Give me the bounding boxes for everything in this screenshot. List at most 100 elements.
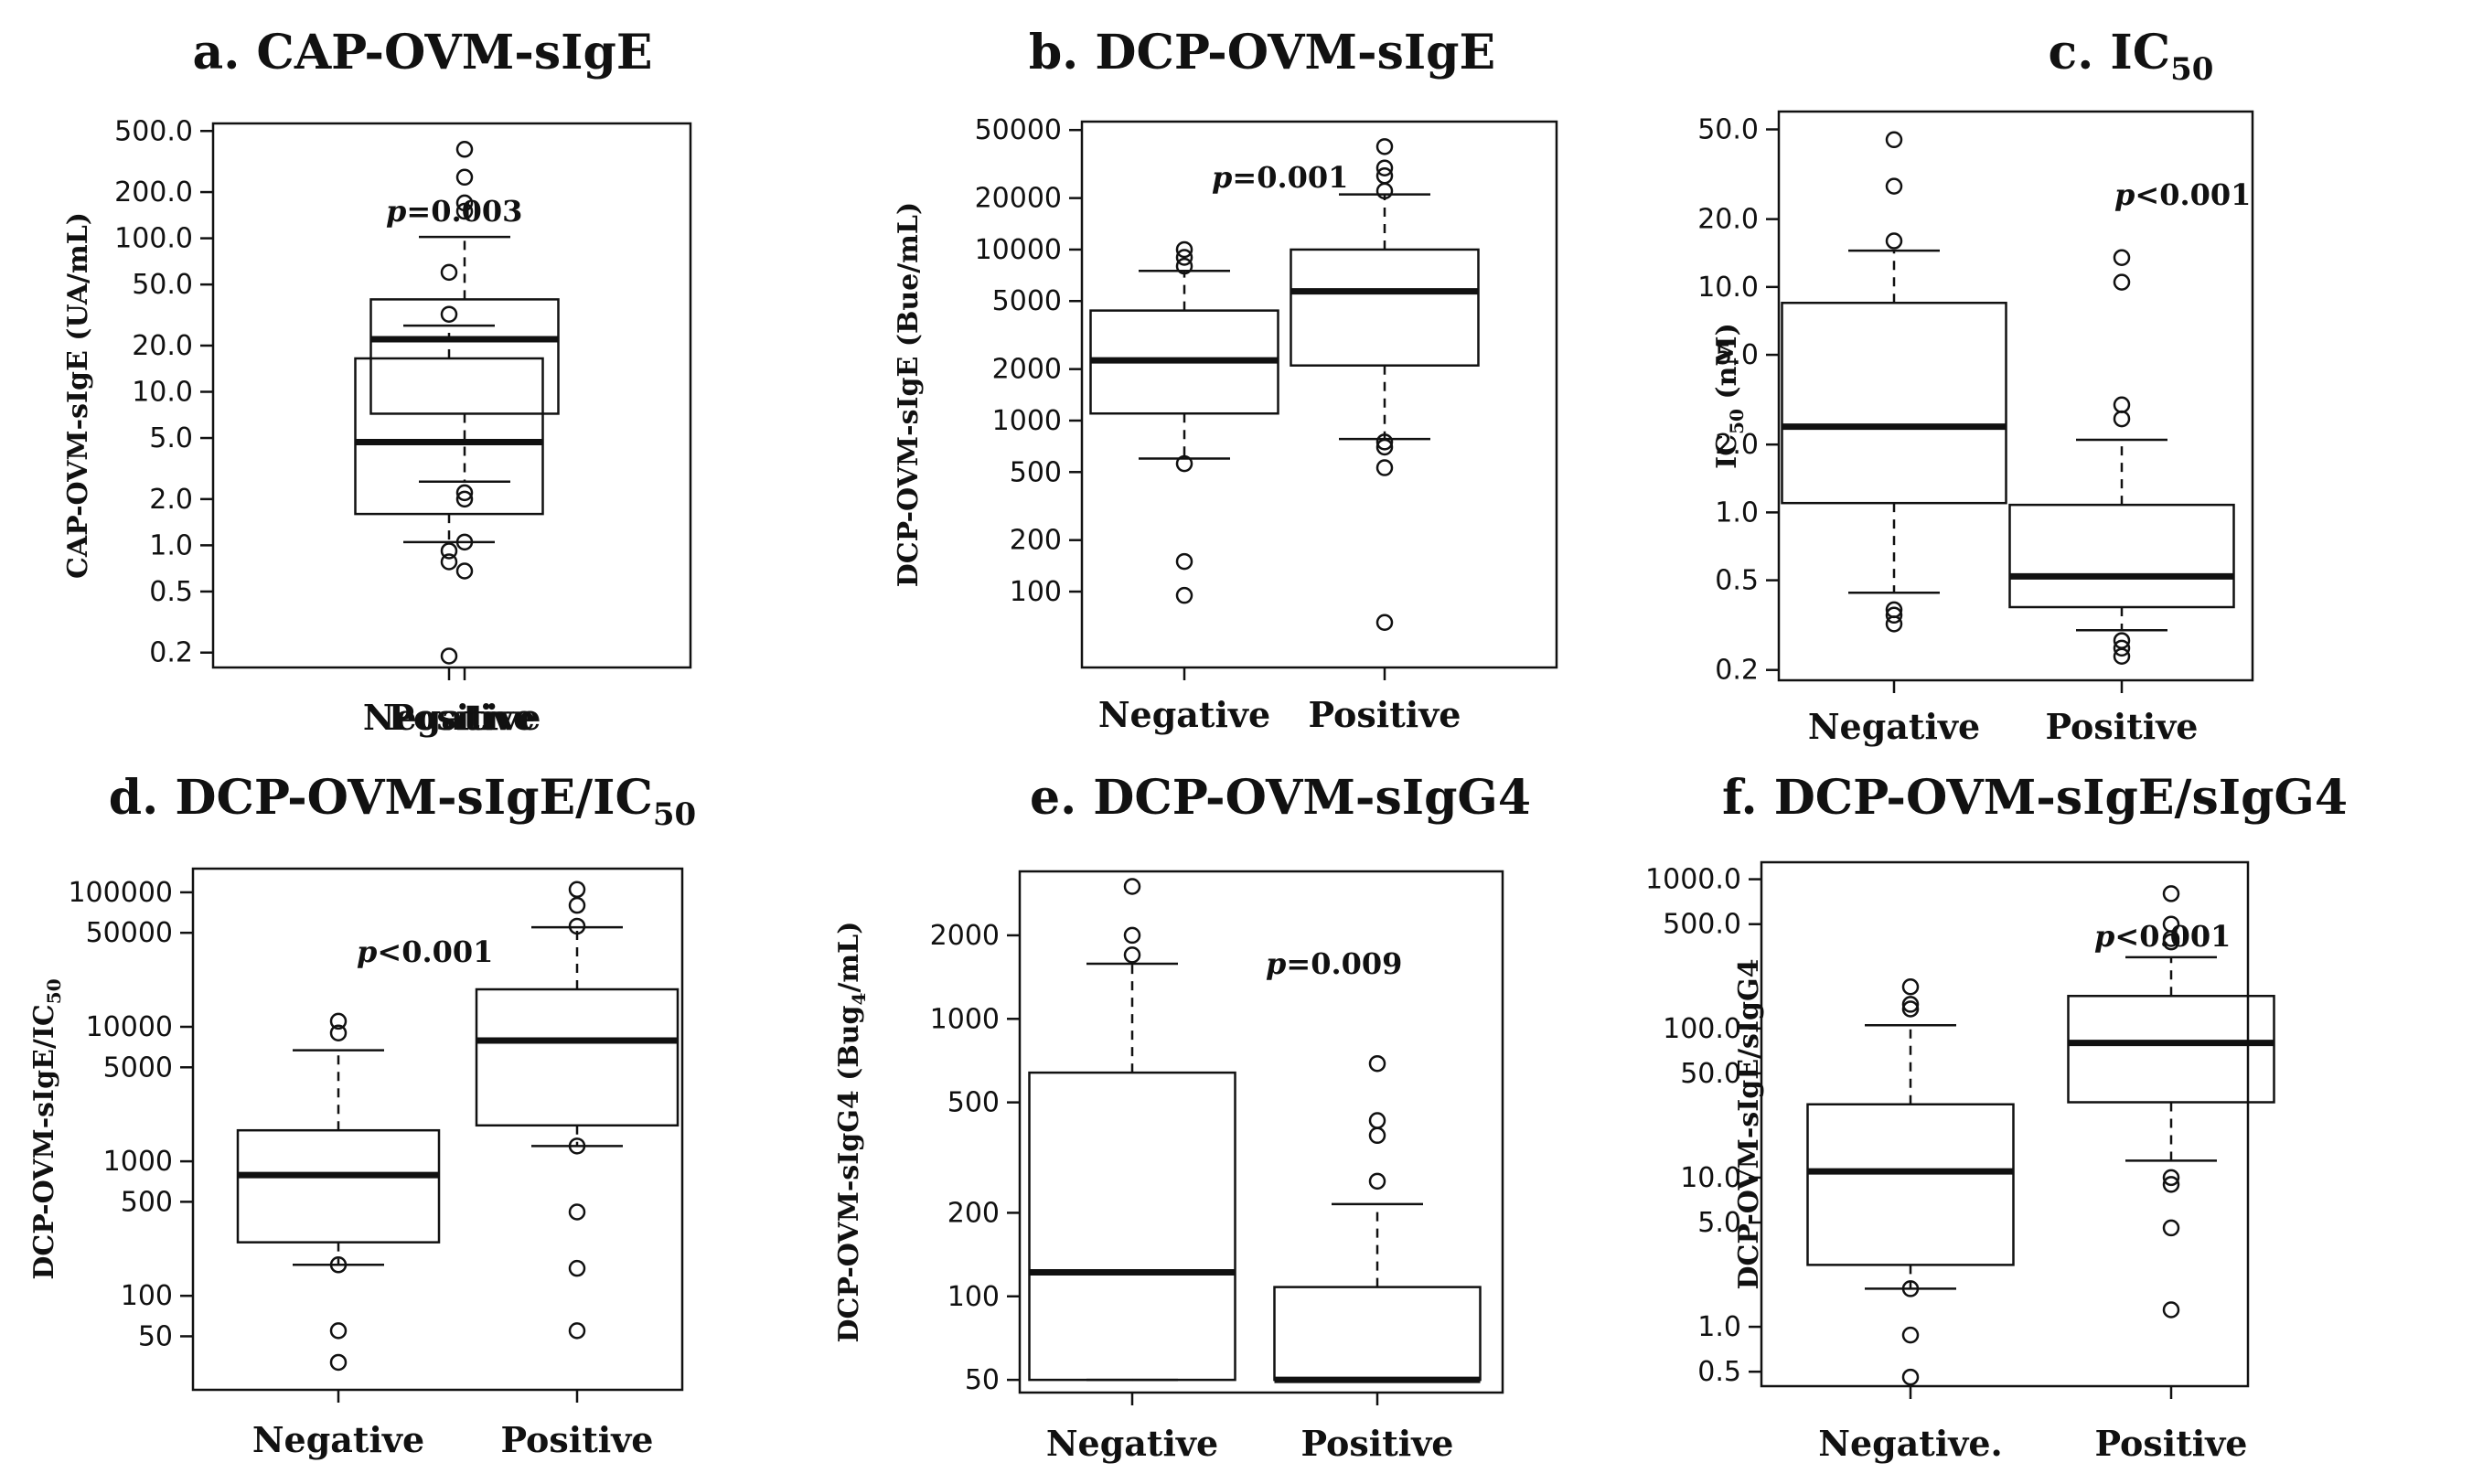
- outlier-point: [1901, 1000, 1920, 1018]
- outlier-point: [455, 202, 474, 220]
- outlier-point: [455, 490, 474, 508]
- y-tick-label: 1000: [992, 405, 1062, 437]
- box-positive: [1290, 138, 1480, 632]
- y-tick-label: 1.0: [1697, 1311, 1741, 1343]
- panel-title: e. DCP-OVM-sIgG4: [1030, 770, 1531, 826]
- y-tick-label: 100.0: [114, 223, 193, 255]
- p-value-annotation: p=0.001: [1212, 160, 1348, 195]
- outlier-point: [1123, 878, 1141, 895]
- outlier-point: [1375, 159, 1394, 176]
- outlier-point: [329, 1024, 348, 1041]
- outlier-point: [568, 917, 586, 935]
- plot-frame: [1777, 110, 2254, 682]
- outlier-point: [1368, 1126, 1386, 1145]
- outlier-point: [1375, 459, 1394, 476]
- y-axis-label: CAP-OVM-sIgE (UA/mL): [62, 212, 94, 579]
- outlier-point: [2162, 915, 2180, 933]
- box-positive: [475, 881, 680, 1340]
- outlier-point: [568, 881, 586, 899]
- panel-f: f. DCP-OVM-sIgE/sIgG4 DCP-OVM-sIgE/sIgG4 0…: [1645, 770, 2348, 1464]
- y-tick-label: 500: [947, 1087, 1000, 1119]
- box-negative: [1089, 240, 1279, 604]
- y-tick-label: 0.5: [1697, 1356, 1741, 1388]
- iqr-box: [236, 1128, 441, 1244]
- outlier-point: [1175, 257, 1193, 275]
- outlier-point: [1885, 615, 1903, 633]
- box-positive: [369, 141, 560, 580]
- x-tick-label: Negative: [1046, 1423, 1218, 1464]
- outlier-point: [568, 1322, 586, 1340]
- outlier-point: [440, 542, 458, 560]
- box-negative: [354, 263, 544, 665]
- outlier-point: [455, 562, 474, 580]
- iqr-box: [354, 357, 544, 516]
- outlier-point: [1885, 131, 1903, 149]
- y-tick-label: 500: [121, 1186, 173, 1218]
- plot-frame: [1080, 120, 1558, 669]
- outlier-point: [568, 1203, 586, 1221]
- x-tick-label: Positive: [389, 697, 541, 738]
- iqr-box: [1290, 248, 1480, 367]
- x-tick-label: Positive: [2095, 1423, 2248, 1464]
- outlier-point: [2113, 396, 2131, 414]
- outlier-point: [455, 141, 474, 158]
- outlier-point: [1901, 978, 1920, 996]
- outlier-point: [440, 553, 458, 571]
- outlier-point: [1175, 552, 1193, 571]
- y-tick-label: 1000: [103, 1146, 173, 1178]
- y-tick-label: 50000: [86, 917, 173, 949]
- x-tick-label: Negative.: [1818, 1423, 2003, 1464]
- y-tick-label: 10.0: [1680, 1162, 1741, 1194]
- y-tick-label: 100: [1010, 576, 1062, 608]
- x-tick-label: Positive: [2046, 706, 2199, 747]
- y-tick-label: 1000: [930, 1003, 1000, 1035]
- panel-title: a. CAP-OVM-sIgE: [193, 25, 653, 80]
- plot-frame: [191, 867, 684, 1392]
- panel-c: c. IC50 IC50 (nM) 0.2 0.5 1.0 2.0 5.0 10.0 20.0 5…: [1697, 25, 2254, 747]
- y-tick-label: 10000: [86, 1011, 173, 1043]
- y-axis-label: DCP-OVM-sIgE (Bue/mL): [893, 202, 925, 587]
- outlier-point: [1885, 606, 1903, 625]
- p-value-annotation: p<0.001: [357, 934, 493, 969]
- y-axis-label: DCP-OVM-sIgE/IC50: [28, 978, 65, 1279]
- y-tick-label: 100: [121, 1280, 173, 1312]
- y-tick-label: 10000: [975, 234, 1062, 266]
- box-positive: [1273, 1054, 1482, 1383]
- plot-frame: [1760, 860, 2250, 1388]
- x-tick-label: Positive: [501, 1419, 654, 1460]
- panel-title: f. DCP-OVM-sIgE/sIgG4: [1722, 770, 2348, 826]
- y-tick-label: 1000.0: [1645, 864, 1741, 896]
- iqr-box: [1273, 1286, 1482, 1382]
- outlier-point: [1885, 232, 1903, 250]
- y-tick-label: 50000: [975, 114, 1062, 146]
- outlier-point: [455, 168, 474, 187]
- y-tick-label: 10.0: [132, 376, 193, 408]
- y-tick-label: 500.0: [1663, 909, 1741, 941]
- y-tick-label: 5.0: [149, 422, 193, 454]
- y-tick-label: 5.0: [1697, 1207, 1741, 1239]
- outlier-point: [440, 647, 458, 665]
- y-tick-label: 0.2: [1715, 655, 1759, 687]
- outlier-point: [1123, 946, 1141, 964]
- box-positive: [2067, 885, 2275, 1319]
- panel-title: d. DCP-OVM-sIgE/IC50: [109, 770, 696, 833]
- outlier-point: [2113, 249, 2131, 266]
- y-tick-label: 2.0: [1715, 429, 1759, 461]
- y-tick-label: 0.2: [149, 637, 193, 669]
- iqr-box: [2008, 503, 2235, 609]
- y-tick-label: 20.0: [132, 330, 193, 362]
- outlier-point: [1375, 614, 1394, 632]
- y-tick-label: 100.0: [1663, 1013, 1741, 1045]
- p-value-annotation: p<0.001: [2094, 919, 2231, 954]
- x-tick-label: Negative: [363, 697, 535, 738]
- y-tick-label: 2000: [992, 354, 1062, 386]
- y-tick-label: 200: [947, 1197, 1000, 1229]
- x-tick-label: Positive: [1301, 1423, 1454, 1464]
- panel-b: b. DCP-OVM-sIgE DCP-OVM-sIgE (Bue/mL) 100 2…: [893, 25, 1558, 735]
- outlier-point: [2113, 647, 2131, 666]
- iqr-box: [1806, 1103, 2015, 1266]
- y-tick-label: 10.0: [1697, 272, 1759, 304]
- p-value-annotation: p<0.001: [2114, 177, 2251, 212]
- outlier-point: [440, 263, 458, 282]
- outlier-point: [329, 1353, 348, 1372]
